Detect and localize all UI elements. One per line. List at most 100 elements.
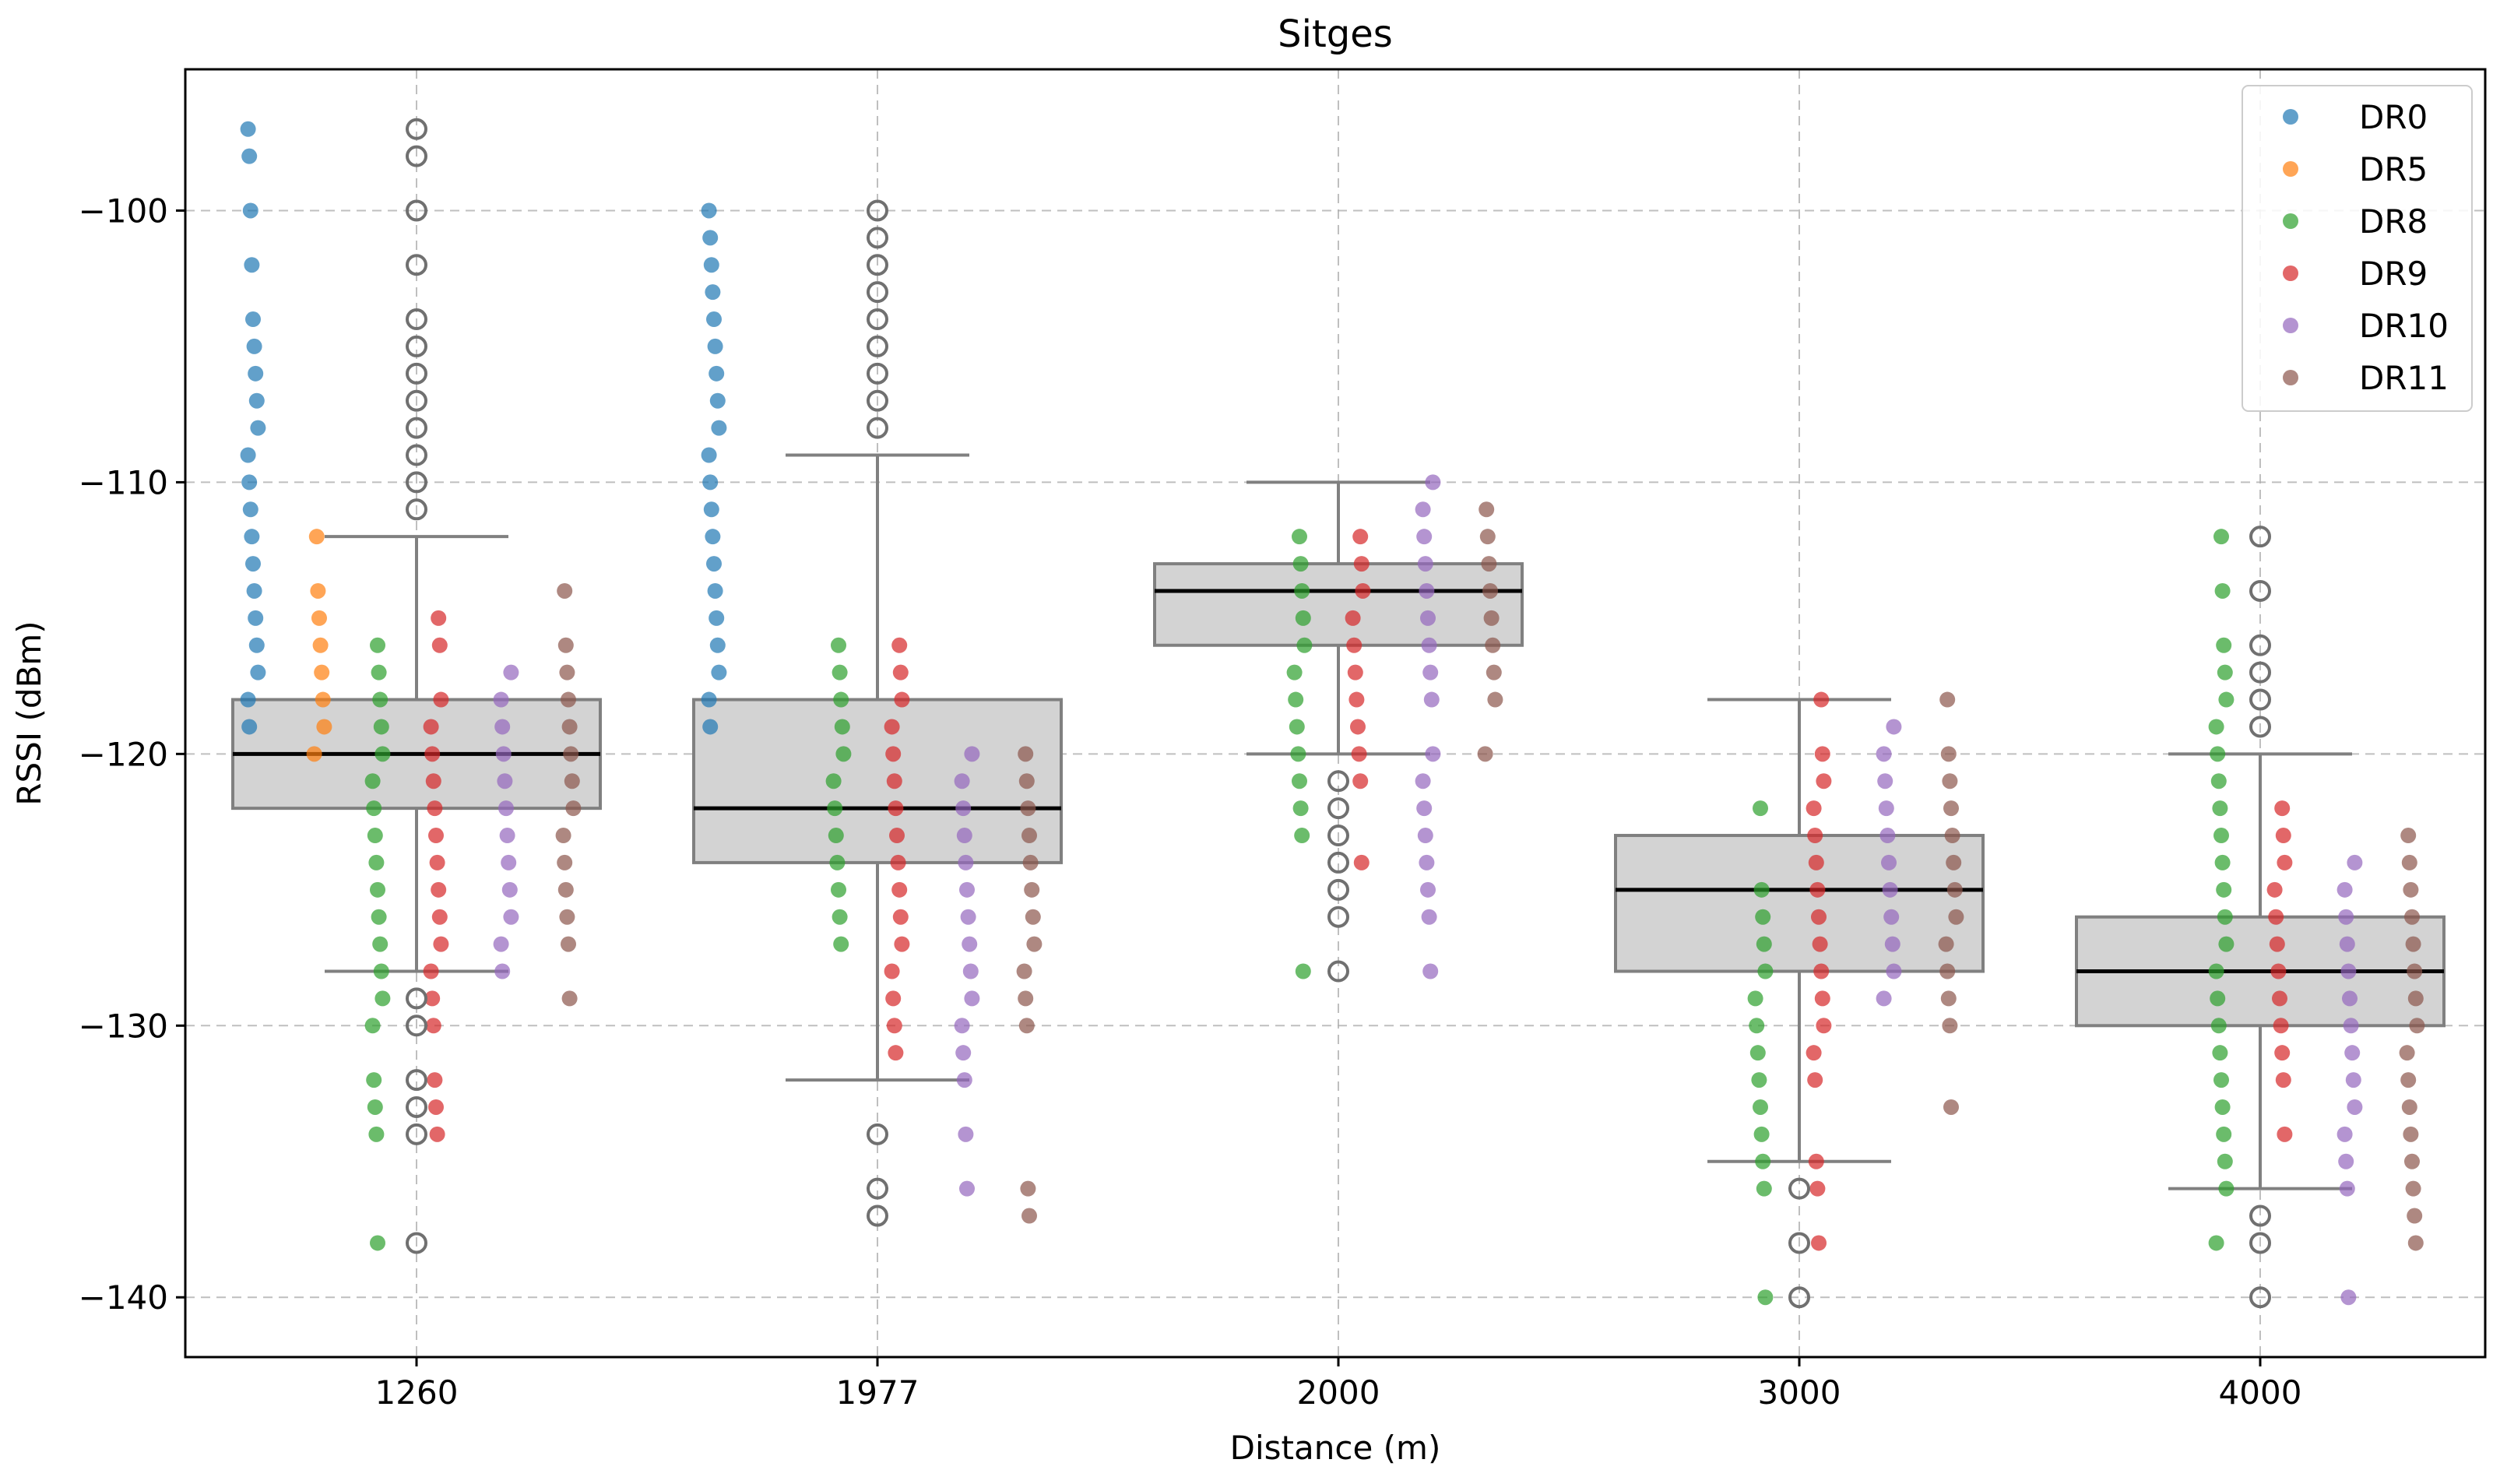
strip-point-dr9 bbox=[2268, 909, 2284, 925]
strip-point-dr10 bbox=[1425, 746, 1441, 762]
strip-point-dr10 bbox=[499, 828, 515, 844]
strip-point-dr11 bbox=[1486, 664, 1502, 680]
strip-point-dr8 bbox=[1749, 1018, 1765, 1034]
strip-point-dr8 bbox=[2218, 691, 2235, 708]
strip-point-dr10 bbox=[1884, 936, 1900, 952]
strip-point-dr8 bbox=[2213, 828, 2229, 844]
strip-point-dr9 bbox=[428, 1099, 444, 1115]
strip-point-dr10 bbox=[958, 1126, 974, 1142]
strip-point-dr5 bbox=[310, 582, 326, 599]
strip-point-dr11 bbox=[2400, 1072, 2417, 1088]
strip-point-dr8 bbox=[2214, 1099, 2231, 1115]
strip-point-dr10 bbox=[1419, 854, 1435, 870]
strip-point-dr10 bbox=[1422, 664, 1439, 680]
outlier-marker bbox=[1788, 1232, 1810, 1254]
strip-point-dr8 bbox=[2216, 1126, 2232, 1142]
strip-point-dr0 bbox=[701, 691, 717, 708]
outlier-marker bbox=[1327, 851, 1349, 874]
strip-point-dr11 bbox=[561, 691, 576, 708]
strip-point-dr8 bbox=[366, 800, 382, 817]
strip-point-dr8 bbox=[834, 719, 850, 735]
chart-title: Sitges bbox=[1278, 12, 1393, 56]
strip-point-dr0 bbox=[702, 230, 719, 246]
strip-point-dr8 bbox=[1753, 1099, 1768, 1115]
outlier-marker bbox=[867, 417, 888, 439]
strip-point-dr10 bbox=[494, 719, 511, 735]
strip-point-dr8 bbox=[1747, 990, 1763, 1007]
outlier-marker bbox=[867, 199, 888, 222]
strip-point-dr8 bbox=[371, 664, 387, 680]
strip-point-dr0 bbox=[241, 719, 258, 735]
outlier-marker bbox=[867, 308, 888, 331]
strip-point-dr0 bbox=[709, 637, 726, 653]
strip-point-dr9 bbox=[1807, 828, 1823, 844]
strip-point-dr0 bbox=[241, 148, 258, 164]
strip-point-dr8 bbox=[1289, 719, 1305, 735]
strip-point-dr8 bbox=[2210, 990, 2226, 1007]
strip-point-dr11 bbox=[565, 800, 582, 817]
outlier-marker bbox=[406, 1015, 427, 1037]
outlier-marker bbox=[406, 308, 427, 331]
strip-point-dr9 bbox=[1345, 610, 1361, 626]
outlier-marker bbox=[1327, 770, 1349, 793]
strip-point-dr9 bbox=[885, 990, 902, 1007]
strip-point-dr11 bbox=[2401, 854, 2417, 870]
strip-point-dr10 bbox=[1417, 556, 1433, 572]
strip-point-dr11 bbox=[564, 773, 580, 789]
strip-point-dr8 bbox=[1755, 1153, 1771, 1169]
strip-point-dr9 bbox=[1355, 582, 1371, 599]
strip-point-dr9 bbox=[884, 963, 900, 979]
strip-point-dr10 bbox=[2338, 1153, 2354, 1169]
strip-point-dr11 bbox=[2399, 1045, 2415, 1061]
strip-point-dr8 bbox=[2212, 1045, 2228, 1061]
outlier-marker bbox=[1327, 960, 1349, 983]
strip-point-dr10 bbox=[956, 1072, 972, 1088]
strip-point-dr11 bbox=[2405, 1180, 2421, 1197]
outlier-marker bbox=[406, 118, 427, 140]
strip-point-dr0 bbox=[240, 691, 256, 708]
strip-point-dr11 bbox=[1021, 1208, 1037, 1224]
strip-point-dr9 bbox=[433, 936, 449, 952]
strip-point-dr8 bbox=[1286, 664, 1303, 680]
legend-label-dr11: DR11 bbox=[2359, 359, 2449, 397]
box-3000 bbox=[1614, 698, 1985, 1163]
strip-point-dr11 bbox=[1479, 501, 1495, 518]
y-tick-label: −100 bbox=[79, 192, 168, 230]
strip-point-dr11 bbox=[2407, 963, 2423, 979]
strip-point-dr9 bbox=[433, 691, 449, 708]
strip-point-dr0 bbox=[250, 420, 266, 436]
strip-point-dr11 bbox=[1018, 990, 1034, 1007]
strip-point-dr11 bbox=[2409, 1018, 2425, 1034]
strip-point-dr8 bbox=[371, 909, 387, 925]
strip-point-dr8 bbox=[835, 746, 852, 762]
strip-point-dr8 bbox=[374, 746, 391, 762]
strip-point-dr11 bbox=[1944, 828, 1960, 844]
outlier-marker bbox=[1327, 906, 1349, 928]
strip-point-dr0 bbox=[241, 474, 258, 491]
strip-point-dr8 bbox=[2214, 854, 2231, 870]
strip-point-dr5 bbox=[306, 746, 322, 762]
strip-point-dr9 bbox=[1347, 664, 1363, 680]
strip-point-dr0 bbox=[245, 556, 261, 572]
strip-point-dr8 bbox=[829, 854, 846, 870]
outlier-marker bbox=[2249, 661, 2271, 684]
strip-point-dr10 bbox=[955, 1045, 972, 1061]
strip-point-dr8 bbox=[2210, 773, 2227, 789]
outlier-marker bbox=[406, 471, 427, 494]
x-tick-label: 3000 bbox=[1758, 1373, 1841, 1412]
outlier-marker bbox=[406, 362, 427, 385]
outlier-marker bbox=[406, 498, 427, 521]
strip-point-dr5 bbox=[308, 529, 325, 545]
outlier-marker bbox=[867, 335, 888, 357]
x-axis-label: Distance (m) bbox=[1230, 1429, 1441, 1467]
outlier-marker bbox=[1327, 878, 1349, 901]
strip-point-dr8 bbox=[1753, 1126, 1770, 1142]
strip-point-dr11 bbox=[1026, 936, 1043, 952]
legend-marker-dr11 bbox=[2283, 370, 2298, 385]
strip-point-dr10 bbox=[2340, 963, 2357, 979]
strip-point-dr11 bbox=[2407, 990, 2424, 1007]
strip-point-dr11 bbox=[1021, 828, 1037, 844]
strip-point-dr11 bbox=[561, 719, 578, 735]
strip-point-dr11 bbox=[1018, 746, 1034, 762]
